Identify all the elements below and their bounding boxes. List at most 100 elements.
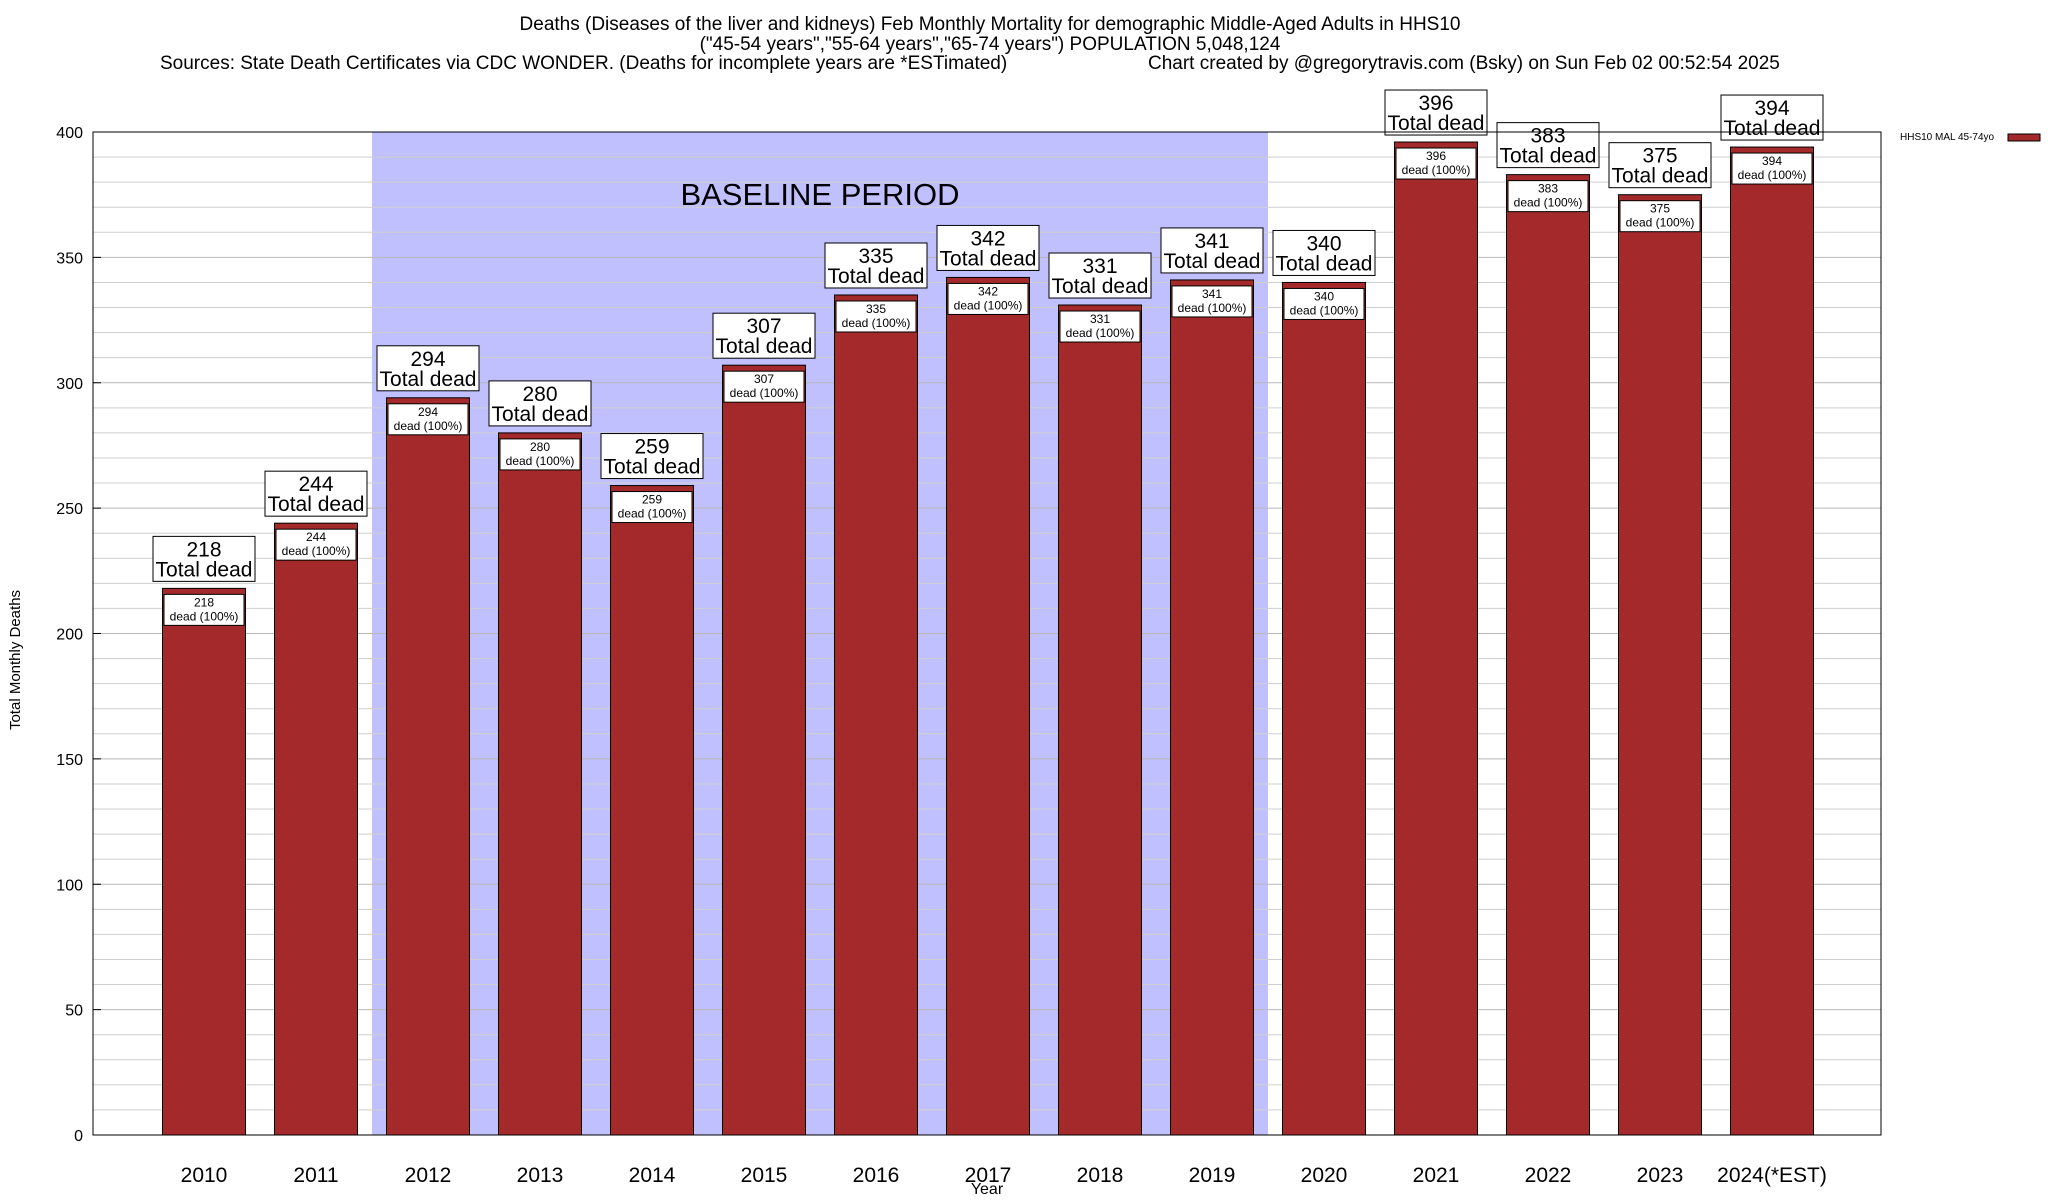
bar-total-text: Total dead <box>716 335 813 358</box>
bar <box>274 522 358 1136</box>
x-tick-label: 2013 <box>517 1164 564 1187</box>
bar-inner-value: 342 <box>978 284 998 298</box>
bar <box>1170 279 1254 1136</box>
bar-total-value: 342 <box>970 227 1005 250</box>
bar-total-label-box <box>1720 94 1824 141</box>
y-tick-label: 350 <box>56 250 83 267</box>
x-tick-label: 2020 <box>1301 1164 1348 1187</box>
bar <box>834 294 918 1136</box>
y-tick-label: 250 <box>56 501 83 518</box>
bar-total-text: Total dead <box>1164 250 1261 273</box>
bar <box>498 432 582 1136</box>
y-tick-label: 300 <box>56 376 83 393</box>
bar-total-value: 244 <box>298 473 333 496</box>
bar-inner-text: dead (100%) <box>282 544 351 558</box>
x-tick-label: 2015 <box>741 1164 788 1187</box>
bar-inner-value: 394 <box>1762 154 1782 168</box>
bar-total-label-box <box>1608 142 1712 189</box>
legend: HHS10 MAL 45-74yo <box>1900 132 2041 143</box>
bar-inner-label-box <box>1731 152 1813 185</box>
bar-total-value: 259 <box>634 436 669 459</box>
bar-total-value: 375 <box>1642 145 1677 168</box>
bar-inner-text: dead (100%) <box>1066 326 1135 340</box>
y-tick-label: 200 <box>56 627 83 644</box>
bar-total-label-box <box>1272 229 1376 276</box>
bar-inner-value: 280 <box>530 440 550 454</box>
bar-total-label-box <box>1160 227 1264 274</box>
bar <box>162 587 246 1136</box>
bar-inner-text: dead (100%) <box>954 298 1023 312</box>
bar <box>1394 141 1478 1136</box>
bar-inner-value: 294 <box>418 405 438 419</box>
x-tick-label: 2023 <box>1637 1164 1684 1187</box>
bar-total-text: Total dead <box>380 368 477 391</box>
bar-inner-label-box <box>163 593 245 626</box>
bar-total-value: 394 <box>1754 97 1789 120</box>
bar-total-text: Total dead <box>1276 252 1373 275</box>
x-tick-label: 2024(*EST) <box>1717 1164 1827 1187</box>
bar-inner-label-box <box>1171 285 1253 318</box>
bar-inner-value: 341 <box>1202 287 1222 301</box>
bar-inner-label-box <box>1395 147 1477 180</box>
y-tick-label: 400 <box>56 125 83 142</box>
bar-inner-label-box <box>1059 310 1141 343</box>
x-tick-label: 2012 <box>405 1164 452 1187</box>
bar-inner-label-box <box>1507 180 1589 213</box>
bar-total-text: Total dead <box>1500 145 1597 168</box>
bar <box>946 276 1030 1136</box>
bar <box>386 397 470 1136</box>
bar-total-text: Total dead <box>604 456 701 479</box>
legend-swatch <box>2007 133 2041 142</box>
chart-title: Deaths (Diseases of the liver and kidney… <box>519 14 1461 35</box>
x-tick-label: 2010 <box>181 1164 228 1187</box>
bar-total-text: Total dead <box>268 493 365 516</box>
bar-inner-value: 244 <box>306 530 326 544</box>
bar-inner-value: 340 <box>1314 289 1334 303</box>
bar-total-label-box <box>264 470 368 517</box>
bar <box>722 364 806 1136</box>
bar-inner-text: dead (100%) <box>1178 301 1247 315</box>
y-tick-label: 50 <box>65 1003 83 1020</box>
bar-inner-value: 218 <box>194 595 214 609</box>
bar-inner-value: 375 <box>1650 202 1670 216</box>
bar <box>1730 146 1814 1136</box>
bar-inner-text: dead (100%) <box>1514 196 1583 210</box>
bar <box>1506 174 1590 1136</box>
bar-inner-label-box <box>835 300 917 333</box>
bar-total-label-box <box>152 535 256 582</box>
bar-inner-label-box <box>1619 200 1701 233</box>
bar-inner-value: 307 <box>754 372 774 386</box>
bar <box>610 485 694 1136</box>
bar-total-value: 294 <box>410 348 445 371</box>
bar-inner-text: dead (100%) <box>618 507 687 521</box>
bar <box>1618 194 1702 1136</box>
legend-label: HHS10 MAL 45-74yo <box>1900 132 1995 143</box>
x-tick-label: 2017 <box>965 1164 1012 1187</box>
x-tick-label: 2011 <box>293 1164 338 1187</box>
bar <box>1282 281 1366 1136</box>
bar-inner-value: 396 <box>1426 149 1446 163</box>
bar-total-label-box <box>1496 122 1600 169</box>
bar-inner-value: 383 <box>1538 182 1558 196</box>
bar-total-value: 341 <box>1194 230 1229 253</box>
bar-total-label-box <box>376 345 480 392</box>
bar-total-text: Total dead <box>492 403 589 426</box>
bar-total-value: 383 <box>1530 125 1565 148</box>
bar-inner-label-box <box>499 438 581 471</box>
bar-total-value: 307 <box>746 315 781 338</box>
bar-total-label-box <box>1384 89 1488 136</box>
bar-inner-text: dead (100%) <box>1402 163 1471 177</box>
bar-total-value: 335 <box>858 245 893 268</box>
bar-inner-label-box <box>723 370 805 403</box>
x-tick-label: 2016 <box>853 1164 900 1187</box>
y-tick-label: 100 <box>56 877 83 894</box>
bar-inner-text: dead (100%) <box>842 316 911 330</box>
bar-total-text: Total dead <box>1612 165 1709 188</box>
bar-total-text: Total dead <box>1052 275 1149 298</box>
bar-inner-text: dead (100%) <box>1290 303 1359 317</box>
bar-inner-label-box <box>611 491 693 524</box>
bar-inner-label-box <box>387 403 469 436</box>
bar-inner-text: dead (100%) <box>1626 216 1695 230</box>
bar-inner-label-box <box>1283 287 1365 320</box>
